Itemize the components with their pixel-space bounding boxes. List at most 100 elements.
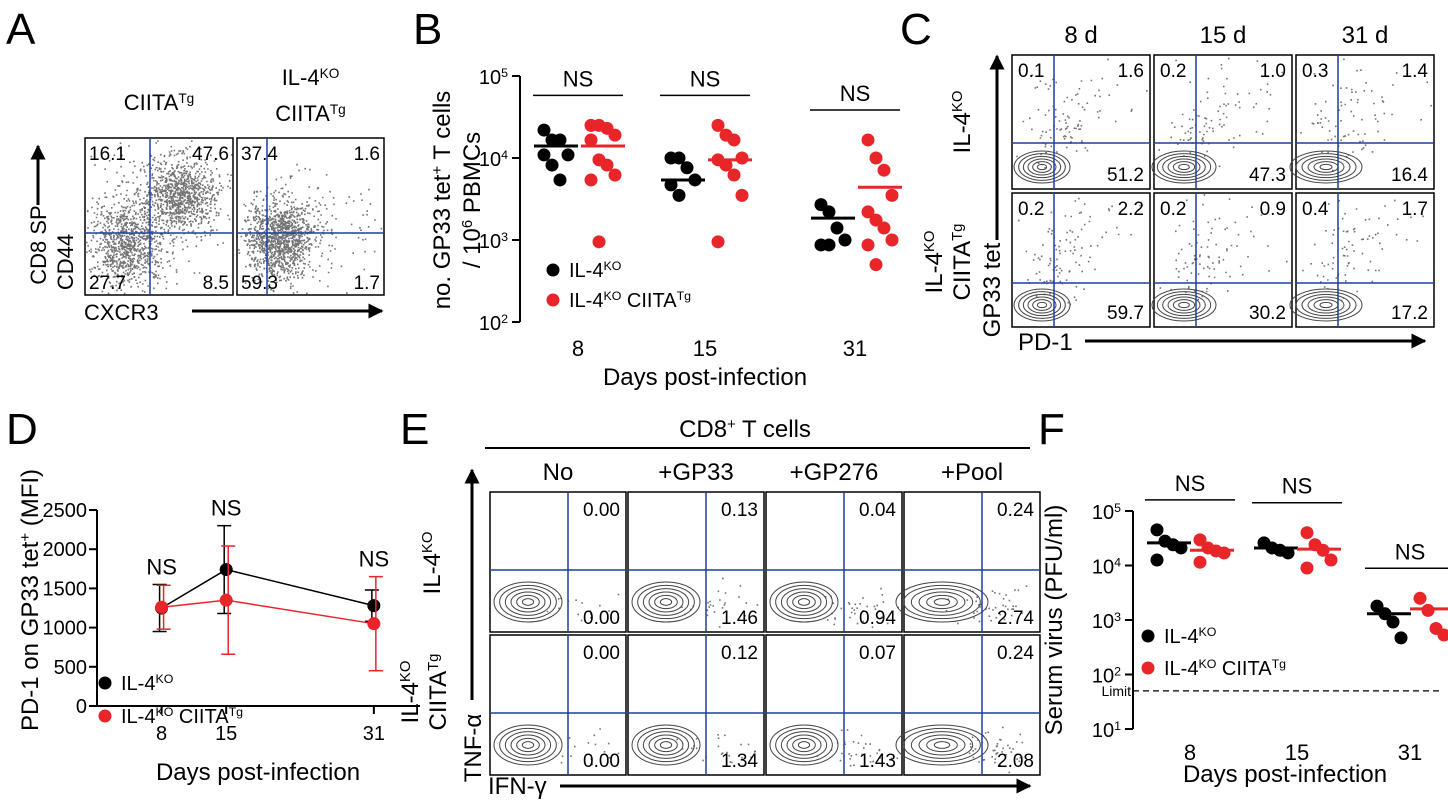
flow-contour [903,727,981,763]
flow-contour [1301,293,1351,317]
row-label: CIITATg [949,224,976,301]
flow-contour [648,591,684,613]
data-point [1217,546,1231,560]
flow-plot-frame [903,634,1041,776]
data-point [672,151,686,165]
quadrant-value: 1.34 [721,751,758,772]
row-label-part: Tg [950,224,966,241]
quadrant-value: 0.4 [1302,199,1329,220]
y-tick-label-part: 10 [479,67,501,89]
plot-title-part: CIITA [275,101,330,126]
flow-plot-frame [627,491,765,633]
flow-contour [659,598,673,606]
data-point [664,178,678,192]
legend-label-part: Tg [1272,657,1287,671]
flow-contour [769,724,839,766]
legend-marker [98,709,112,723]
column-header: 15 d [1200,22,1247,49]
y-axis-label: TNF-α [460,714,487,783]
quadrant-value: 1.46 [721,608,758,629]
flow-contour [926,594,958,610]
plot-title: CIITATg [124,90,195,115]
x-axis-label: Days post-infection [603,364,807,391]
quadrant-value: 17.2 [1391,303,1428,324]
data-point [838,233,852,247]
data-point [1437,628,1448,642]
y-tick-label: 1500 [43,578,88,600]
flow-contour [1151,288,1217,322]
quadrant-value: 16.1 [89,144,126,165]
y-axis-label: PD-1 on GP33 tet+ (MFI) [17,469,44,731]
quadrant-value: 30.2 [1249,303,1286,324]
x-tick-label: 8 [156,723,167,745]
flow-contour [1036,301,1048,309]
y-axis-label: GP33 tet [979,242,1006,337]
data-point [861,133,875,147]
quadrant-value: 51.2 [1107,165,1144,186]
panel-header-part: CD8 [679,416,727,443]
flow-contour [510,734,546,756]
data-point [584,173,598,187]
flow-contour [493,724,563,766]
flow-contour [1018,153,1066,181]
x-tick-label: 8 [572,336,584,361]
flow-contour [910,731,974,759]
flow-contour [1307,296,1345,314]
quadrant-value: 27.7 [89,273,126,294]
quadrant-value: 0.07 [859,643,896,664]
data-point [1193,555,1207,569]
data-point [727,133,741,147]
data-point [680,161,694,175]
flow-plot-frame [903,491,1041,633]
flow-contour [1162,293,1206,317]
plot-title-part: IL-4 [282,65,320,90]
y-tick-label: 102 [479,312,508,335]
annotation: NS [690,66,721,91]
legend-label-part: IL-4 [569,260,603,282]
x-axis-label: Days post-infection [156,759,360,786]
y-tick-label-part: 10 [479,231,501,253]
quadrant-value: 59.3 [241,273,278,294]
row-label-part: KO [398,661,414,683]
flow-contour [1027,296,1057,314]
data-point [553,133,567,147]
y-tick-label: 0 [76,696,87,718]
legend-label: IL-4KO [1164,625,1217,648]
flow-plot-frame [1153,54,1293,190]
panel-header: CD8+ T cells [679,416,811,443]
data-point [672,188,686,202]
y-tick-label: 104 [1092,556,1121,579]
panel-letter: D [6,405,38,454]
data-point [608,168,622,182]
row-label: CIITATg [425,654,452,731]
data-point [885,188,899,202]
legend-label-part: KO [1198,657,1216,671]
y-tick-label-part: 3 [501,230,508,244]
quadrant-value: 1.7 [354,273,380,294]
flow-contour [797,598,811,606]
flow-contour [895,724,989,766]
flow-events [86,140,233,295]
legend-label-part: KO [155,672,173,686]
legend-label-part: IL-4 [121,673,155,695]
row-label-part: KO [420,532,436,554]
flow-contour [775,584,833,620]
data-point [608,128,622,142]
data-point [711,235,725,249]
quadrant-value: 0.12 [721,643,758,664]
quadrant-value: 2.74 [997,608,1034,629]
flow-contour [918,734,966,756]
y-axis-label-part: + [18,533,34,542]
x-axis-label: IFN-γ [488,773,547,800]
data-point [1394,631,1408,645]
y-tick-label: 102 [1092,665,1121,688]
data-point [1324,553,1338,567]
data-point [735,151,749,165]
y-tick-label: 500 [54,657,87,679]
flow-contour [786,734,822,756]
annotation: NS [1175,471,1206,496]
quadrant-value: 0.1 [1018,61,1044,82]
quadrant-value: 0.3 [1302,61,1328,82]
